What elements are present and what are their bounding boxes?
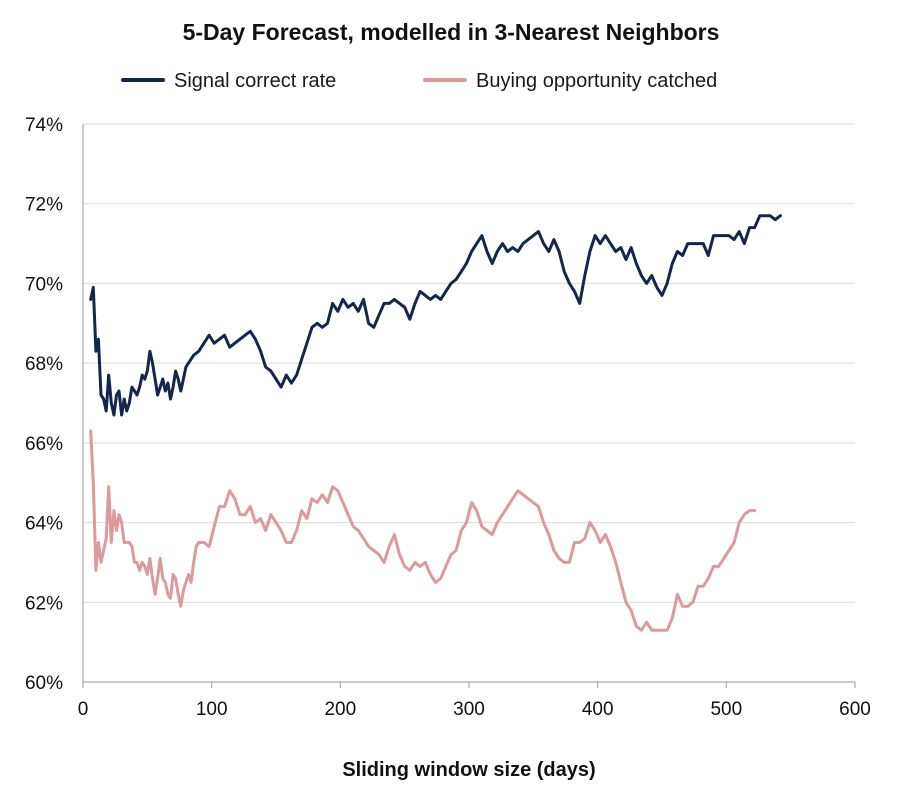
y-tick-label: 60%	[25, 673, 63, 694]
series-line-buying-opportunity-catched	[89, 429, 757, 632]
y-axis-tick-labels: 60% 62% 64% 66% 68% 70% 72% 74%	[25, 115, 63, 694]
y-tick-label: 70%	[25, 274, 63, 295]
axes	[82, 124, 856, 688]
y-tick-label: 64%	[25, 514, 63, 535]
legend-label-buying-opportunity-catched: Buying opportunity catched	[476, 70, 717, 92]
x-tick-label: 500	[710, 699, 742, 720]
x-tick-label: 300	[453, 699, 485, 720]
series-line-signal-correct-rate	[89, 214, 782, 417]
x-axis-title: Sliding window size (days)	[342, 759, 595, 781]
chart-title: 5-Day Forecast, modelled in 3-Nearest Ne…	[183, 19, 720, 45]
x-tick-label: 0	[78, 699, 89, 720]
y-tick-label: 68%	[25, 354, 63, 375]
legend-label-signal-correct-rate: Signal correct rate	[174, 70, 336, 92]
series-lines	[89, 214, 782, 632]
x-tick-label: 200	[324, 699, 356, 720]
y-tick-label: 66%	[25, 434, 63, 455]
y-tick-label: 62%	[25, 593, 63, 614]
y-tick-label: 72%	[25, 195, 63, 216]
x-tick-label: 100	[196, 699, 228, 720]
gridlines	[83, 123, 855, 603]
x-tick-label: 400	[582, 699, 614, 720]
legend: Signal correct rate Buying opportunity c…	[121, 70, 717, 92]
x-axis-tick-labels: 0 100 200 300 400 500 600	[78, 699, 871, 720]
y-tick-label: 74%	[25, 115, 63, 136]
x-tick-label: 600	[839, 699, 871, 720]
